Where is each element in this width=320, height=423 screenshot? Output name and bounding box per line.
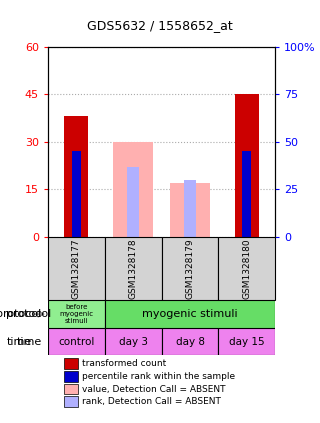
Bar [242, 151, 251, 237]
Text: myogenic stimuli: myogenic stimuli [142, 309, 238, 319]
Text: GSM1328179: GSM1328179 [186, 238, 195, 299]
Text: percentile rank within the sample: percentile rank within the sample [82, 372, 235, 381]
Bar [72, 151, 81, 237]
FancyBboxPatch shape [162, 237, 219, 300]
Bar [64, 116, 88, 237]
FancyBboxPatch shape [48, 237, 105, 300]
Bar [113, 142, 153, 237]
Text: time: time [16, 337, 42, 346]
Text: transformed count: transformed count [82, 359, 166, 368]
Text: GSM1328177: GSM1328177 [72, 238, 81, 299]
FancyBboxPatch shape [162, 328, 219, 355]
FancyBboxPatch shape [219, 237, 275, 300]
Bar [184, 180, 196, 237]
FancyBboxPatch shape [219, 328, 275, 355]
Text: value, Detection Call = ABSENT: value, Detection Call = ABSENT [82, 385, 225, 394]
Text: protocol: protocol [6, 309, 52, 319]
Bar [235, 94, 259, 237]
Text: GDS5632 / 1558652_at: GDS5632 / 1558652_at [87, 19, 233, 32]
Text: protocol: protocol [0, 309, 42, 319]
Text: before
myogenic
stimuli: before myogenic stimuli [59, 304, 93, 324]
FancyBboxPatch shape [48, 300, 105, 328]
Text: day 15: day 15 [229, 337, 265, 346]
FancyBboxPatch shape [105, 328, 162, 355]
Text: GSM1328180: GSM1328180 [242, 238, 251, 299]
Text: day 3: day 3 [119, 337, 148, 346]
Text: time: time [6, 337, 32, 346]
Text: day 8: day 8 [175, 337, 204, 346]
Bar [170, 183, 210, 237]
FancyBboxPatch shape [48, 328, 105, 355]
Text: GSM1328178: GSM1328178 [129, 238, 138, 299]
FancyBboxPatch shape [105, 300, 275, 328]
Text: rank, Detection Call = ABSENT: rank, Detection Call = ABSENT [82, 397, 220, 407]
Bar [127, 167, 139, 237]
Text: control: control [58, 337, 95, 346]
FancyBboxPatch shape [105, 237, 162, 300]
